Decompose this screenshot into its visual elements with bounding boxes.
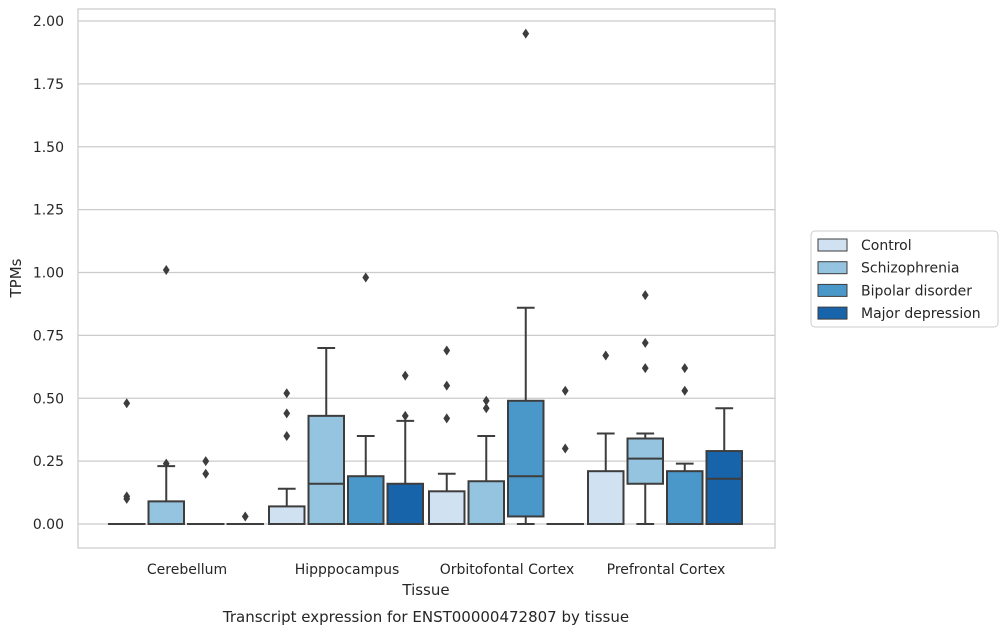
y-axis-label: TPMs bbox=[7, 258, 25, 298]
box-item bbox=[428, 345, 466, 525]
legend-swatch bbox=[817, 238, 848, 252]
legend-label: Control bbox=[861, 238, 912, 254]
outlier-point bbox=[401, 410, 409, 421]
outlier-point bbox=[283, 430, 291, 441]
legend-label: Bipolar disorder bbox=[861, 283, 972, 299]
outlier-point bbox=[202, 468, 210, 479]
box-item bbox=[386, 370, 424, 526]
box-item bbox=[546, 385, 584, 526]
box-item bbox=[347, 272, 385, 525]
box bbox=[705, 450, 743, 525]
box-item bbox=[626, 290, 664, 525]
box bbox=[626, 437, 664, 485]
x-axis-label: Tissue bbox=[401, 581, 449, 599]
outlier-point bbox=[482, 395, 490, 406]
outlier-point bbox=[681, 385, 689, 396]
box bbox=[467, 480, 505, 525]
outlier-point bbox=[681, 363, 689, 374]
outlier-point bbox=[482, 403, 490, 414]
box-item bbox=[108, 398, 146, 526]
outlier-point bbox=[362, 272, 370, 283]
y-tick-labels: 0.00 0.25 0.50 0.75 1.00 1.25 1.50 1.75 2.00 bbox=[33, 14, 64, 533]
y-tick-label: 0.25 bbox=[33, 454, 64, 470]
box-item bbox=[226, 511, 264, 526]
box-item bbox=[507, 28, 545, 525]
box-group bbox=[587, 290, 743, 525]
box-item bbox=[187, 456, 225, 526]
y-tick-label: 1.00 bbox=[33, 266, 64, 282]
box bbox=[268, 505, 306, 525]
outlier-point bbox=[162, 458, 170, 469]
box-group bbox=[428, 28, 584, 526]
y-tick-label: 1.25 bbox=[33, 203, 64, 219]
y-tick-label: 1.50 bbox=[33, 140, 64, 156]
outlier-point bbox=[561, 385, 569, 396]
y-tick-label: 2.00 bbox=[33, 14, 64, 30]
y-tick-label: 0.75 bbox=[33, 328, 64, 344]
outlier-point bbox=[123, 493, 131, 504]
box-item bbox=[307, 346, 345, 526]
plot-frame bbox=[77, 8, 776, 549]
legend: Control Schizophrenia Bipolar disorder Majo… bbox=[810, 230, 999, 328]
legend-label: Major depression bbox=[861, 306, 981, 322]
outlier-point bbox=[202, 456, 210, 467]
box-item bbox=[587, 350, 625, 525]
x-tick-labels: Cerebellum Hipppocampus Orbitofontal Corte… bbox=[147, 562, 725, 578]
box bbox=[147, 500, 185, 525]
gridlines bbox=[78, 20, 775, 525]
outlier-point bbox=[283, 388, 291, 399]
legend-swatch bbox=[817, 283, 848, 297]
outlier-point bbox=[561, 443, 569, 454]
box bbox=[428, 490, 466, 525]
x-tick-label: Hipppocampus bbox=[295, 562, 400, 578]
y-tick-label: 0.00 bbox=[33, 517, 64, 533]
outlier-point bbox=[602, 350, 610, 361]
outlier-point bbox=[162, 264, 170, 275]
outlier-point bbox=[401, 370, 409, 381]
chart-caption: Transcript expression for ENST0000047280… bbox=[222, 608, 629, 626]
x-tick-label: Prefrontal Cortex bbox=[607, 562, 726, 578]
x-tick-label: Orbitofontal Cortex bbox=[440, 562, 575, 578]
outlier-point bbox=[443, 380, 451, 391]
outlier-point bbox=[443, 345, 451, 356]
box bbox=[307, 414, 345, 526]
box bbox=[587, 470, 625, 525]
outlier-point bbox=[522, 28, 530, 39]
outlier-point bbox=[283, 408, 291, 419]
box-group bbox=[268, 272, 424, 526]
legend-frame bbox=[810, 230, 999, 328]
box-item bbox=[147, 264, 185, 525]
outlier-point bbox=[641, 290, 649, 301]
box bbox=[666, 470, 704, 525]
x-tick-label: Cerebellum bbox=[147, 562, 227, 578]
outlier-point bbox=[641, 363, 649, 374]
y-tick-label: 0.50 bbox=[33, 391, 64, 407]
legend-swatch bbox=[817, 306, 848, 320]
box-group bbox=[108, 264, 264, 526]
outlier-point bbox=[123, 398, 131, 409]
outlier-point bbox=[641, 337, 649, 348]
box bbox=[386, 482, 424, 526]
box bbox=[347, 475, 385, 525]
box-item bbox=[666, 363, 704, 525]
outlier-point bbox=[241, 511, 249, 522]
legend-label: Schizophrenia bbox=[861, 261, 959, 277]
outlier-point bbox=[443, 413, 451, 424]
legend-swatch bbox=[817, 261, 848, 275]
box-item bbox=[268, 388, 306, 525]
box bbox=[507, 399, 545, 518]
box-item bbox=[467, 395, 505, 525]
y-tick-label: 1.75 bbox=[33, 77, 64, 93]
box-groups bbox=[108, 28, 743, 526]
box-item bbox=[705, 407, 743, 525]
